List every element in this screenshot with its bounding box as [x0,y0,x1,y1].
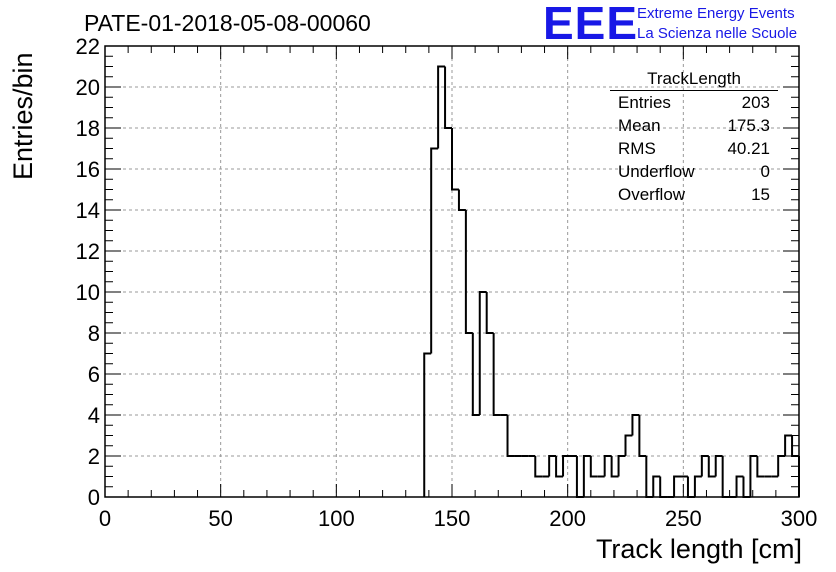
logo-line-2: La Scienza nelle Scuole [637,25,798,42]
histogram-bin [603,455,612,477]
histogram-bin [742,476,751,498]
histogram-bin [471,333,480,416]
histogram-bin [624,434,633,456]
histogram-bin [631,414,640,436]
stat-value: 40.21 [727,139,770,158]
run-title: PATE-01-2018-05-08-00060 [84,10,371,36]
y-tick-label: 10 [76,280,100,305]
histogram-bin [686,476,695,498]
x-tick-label: 100 [318,506,355,531]
histogram-bin [464,210,473,334]
stat-key: Underflow [618,162,695,181]
histogram-bin [659,476,668,498]
histogram-bin [784,434,793,456]
histogram-bin [444,66,452,129]
stat-value: 0 [760,162,770,181]
histogram-bin [777,455,786,477]
histogram-bin [478,291,487,415]
histogram-bin [589,456,598,478]
logo-mark: EEE [543,0,639,49]
y-tick-label: 22 [76,34,100,59]
stats-box: TrackLength Entries 203 Mean 175.3 RMS 4… [610,68,778,210]
y-tick-label: 16 [76,157,100,182]
stats-divider [610,90,778,91]
y-tick-label: 18 [76,116,100,141]
histogram-bin [534,456,543,478]
stat-value: 203 [741,93,770,112]
histogram-bin [735,475,744,497]
y-tick-label: 0 [88,485,100,510]
histogram-bin [457,189,466,211]
y-tick-label: 8 [88,321,100,346]
y-tick-label: 14 [76,198,100,223]
y-tick-label: 20 [76,75,100,100]
histogram-bin [430,147,439,354]
stat-value: 175.3 [727,116,770,135]
histogram-bin [749,455,758,497]
x-tick-label: 50 [208,506,232,531]
stat-key: Entries [618,93,671,112]
histogram-bin [693,475,702,497]
histogram-bin [652,475,661,497]
histogram-bin [555,456,564,478]
histogram-bin [756,456,765,478]
x-tick-label: 250 [665,506,702,531]
eee-logo: EEE Extreme Energy Events La Scienza nel… [543,0,835,49]
stat-key: Overflow [618,185,686,204]
stat-key: Mean [618,116,661,135]
histogram-bin [506,415,515,457]
stats-title: TrackLength [647,69,741,88]
histogram-bin [575,456,584,498]
histogram-bin [492,333,501,416]
histogram-bin [645,456,654,498]
x-tick-label: 150 [434,506,471,531]
histogram-bin [582,455,591,497]
stat-value: 15 [751,185,770,204]
histogram-bin [707,456,716,478]
histogram-bin [673,475,682,497]
histogram-bin [638,415,647,457]
histogram-bin [451,128,459,191]
histogram-bin [423,352,432,497]
histogram-bin [700,455,709,477]
logo-line-1: Extreme Energy Events [637,5,795,22]
x-tick-label: 300 [781,506,818,531]
histogram-bin [610,456,619,478]
histogram-bin [714,455,723,477]
histogram-bin [721,456,730,498]
histogram-bin [548,455,557,477]
histogram-bin [617,455,626,477]
axis-ticks [104,45,800,498]
y-axis-label: Entries/bin [8,52,38,180]
x-axis-label: Track length [cm] [595,534,802,564]
histogram-bin [562,455,570,477]
histogram-bin [437,65,446,149]
y-tick-label: 6 [88,362,100,387]
y-tick-label: 12 [76,239,100,264]
y-tick-label: 2 [88,444,100,469]
x-tick-label: 200 [549,506,586,531]
histogram-bin [485,292,494,334]
y-tick-label: 4 [88,403,100,428]
stat-key: RMS [618,139,656,158]
x-tick-label: 0 [99,506,111,531]
grid-lines [105,46,799,497]
